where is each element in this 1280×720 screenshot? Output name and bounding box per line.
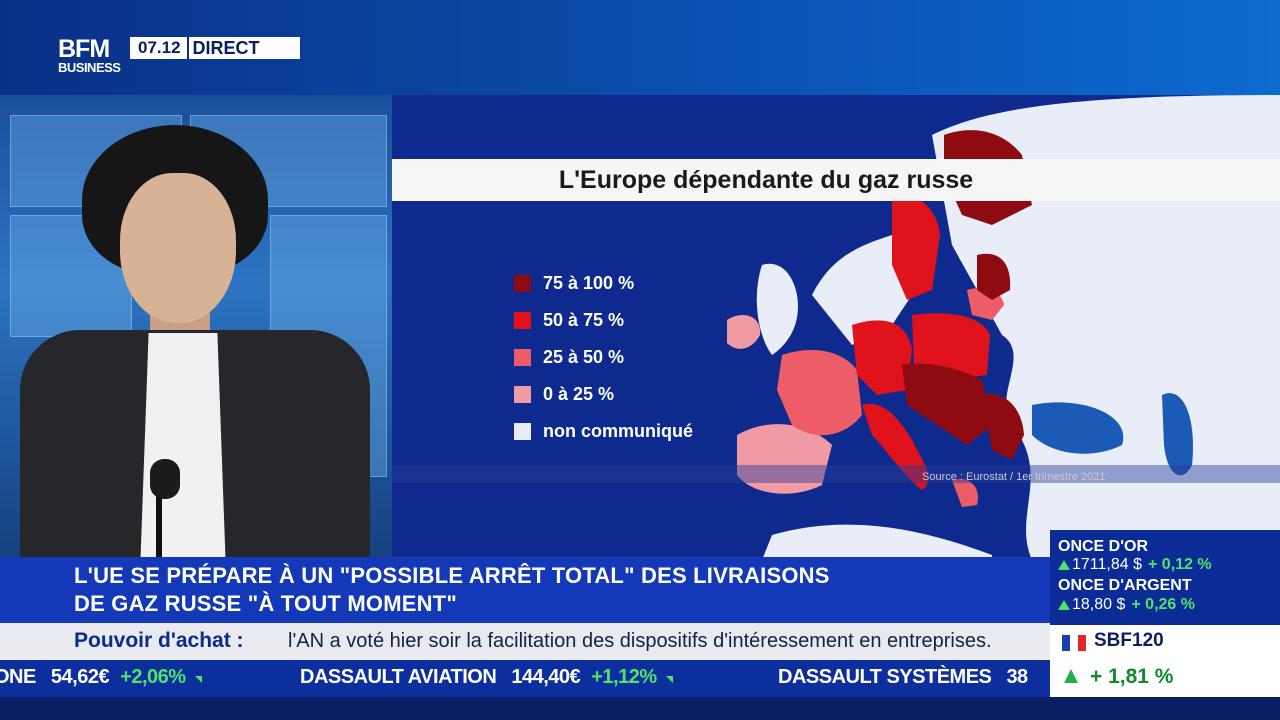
market-value: 1711,84 $ — [1072, 556, 1142, 573]
legend-swatch — [514, 386, 531, 403]
source-band — [392, 465, 1280, 483]
market-change: + 0,26 % — [1131, 596, 1195, 613]
logo-bfm: BFM — [58, 35, 110, 63]
stock-item: DASSAULT SYSTÈMES 38 — [778, 666, 1028, 689]
legend-item: non communiqué — [514, 413, 693, 450]
top-bar: BFM BUSINESS 07.12 DIRECT — [0, 0, 1280, 95]
index-up-icon — [1064, 669, 1078, 683]
flag-stripe — [1070, 635, 1078, 651]
market-name: ONCE D'OR — [1058, 538, 1149, 555]
north-africa-landmass — [762, 524, 992, 560]
market-value: 18,80 $ — [1072, 596, 1126, 613]
stock-change: +2,06% — [120, 666, 186, 688]
graphic-title: L'Europe dépendante du gaz russe — [392, 159, 1280, 201]
germany-region — [852, 320, 912, 395]
norway-landmass — [812, 235, 912, 345]
studio-camera-view — [0, 95, 392, 560]
index-box: SBF120 + 1,81 % — [1050, 625, 1280, 697]
stock-name: DASSAULT AVIATION — [300, 666, 497, 688]
index-change: + 1,81 % — [1090, 665, 1174, 688]
map-legend: 75 à 100 % 50 à 75 % 25 à 50 % 0 à 25 % … — [514, 265, 693, 450]
live-clock: 07.12 DIRECT — [130, 37, 300, 59]
france-region — [777, 350, 862, 436]
flag-stripe — [1062, 635, 1070, 651]
flag-stripe — [1078, 635, 1086, 651]
legend-label: non communiqué — [543, 421, 693, 441]
market-name: ONCE D'ARGENT — [1058, 577, 1192, 594]
market-up-icon — [1058, 560, 1070, 570]
microphone-stand — [156, 485, 162, 560]
italy-region — [862, 404, 929, 490]
legend-swatch — [514, 423, 531, 440]
ticker-topic: Pouvoir d'achat : — [74, 629, 244, 652]
stock-price: 54,62€ — [50, 666, 110, 688]
legend-swatch — [514, 312, 531, 329]
caspian-sea — [1162, 393, 1193, 476]
uk-landmass — [756, 263, 798, 355]
headline-line-2: DE GAZ RUSSE "À TOUT MOMENT" — [74, 591, 457, 616]
france-flag-icon — [1062, 635, 1086, 651]
stock-item: DASSAULT AVIATION 144,40€ +1,12% — [300, 666, 673, 689]
legend-item: 25 à 50 % — [514, 339, 693, 376]
stock-change: +1,12% — [591, 666, 657, 688]
index-name: SBF120 — [1094, 630, 1164, 651]
headline-banner: L'UE SE PRÉPARE À UN "POSSIBLE ARRÊT TOT… — [0, 557, 1050, 623]
legend-item: 75 à 100 % — [514, 265, 693, 302]
ticker-text: l'AN a voté hier soir la facilitation de… — [288, 630, 992, 652]
stock-name: DASSAULT SYSTÈMES — [778, 666, 992, 688]
markets-panel: ONCE D'OR 1711,84 $ + 0,12 % ONCE D'ARGEN… — [1050, 530, 1280, 697]
ireland-region — [727, 315, 761, 349]
guest-face — [120, 173, 236, 323]
stock-price: 38 — [1006, 666, 1028, 688]
stock-price: 144,40€ — [511, 666, 581, 688]
stock-trend-icon — [194, 676, 202, 683]
microphone-icon — [150, 459, 180, 499]
stock-crawl: ONE 54,62€ +2,06% DASSAULT AVIATION 144,… — [0, 660, 1050, 697]
map-source: Source : Eurostat / 1er trimestre 2021 — [922, 471, 1106, 483]
legend-label: 0 à 25 % — [543, 384, 615, 404]
legend-swatch — [514, 275, 531, 292]
clock-divider — [186, 37, 189, 59]
live-label: DIRECT — [188, 37, 260, 59]
greece-region — [952, 478, 978, 507]
guest-shirt — [140, 333, 226, 560]
news-ticker: Pouvoir d'achat : l'AN a voté hier soir … — [0, 623, 1050, 660]
bottom-strip — [0, 697, 1280, 720]
legend-label: 75 à 100 % — [543, 273, 635, 293]
iberia-region — [737, 424, 832, 494]
black-sea — [1032, 402, 1124, 454]
clock-time: 07.12 — [130, 38, 187, 58]
market-value-row: 18,80 $ + 0,26 % — [1072, 596, 1195, 614]
logo-business: BUSINESS — [58, 60, 121, 75]
stock-trend-icon — [665, 676, 673, 683]
legend-label: 50 à 75 % — [543, 310, 625, 330]
legend-item: 50 à 75 % — [514, 302, 693, 339]
headline-line-1: L'UE SE PRÉPARE À UN "POSSIBLE ARRÊT TOT… — [74, 563, 830, 588]
europe-gas-map-graphic: L'Europe dépendante du gaz russe 75 à 10… — [392, 95, 1280, 560]
market-value-row: 1711,84 $ + 0,12 % — [1072, 556, 1212, 574]
sweden-region — [892, 194, 940, 300]
stock-item: ONE 54,62€ +2,06% — [0, 666, 202, 689]
legend-swatch — [514, 349, 531, 366]
stock-name: ONE — [0, 666, 36, 688]
bfm-business-logo: BFM BUSINESS — [58, 36, 126, 80]
market-up-icon — [1058, 600, 1070, 610]
central-europe-region — [902, 363, 992, 445]
legend-label: 25 à 50 % — [543, 347, 625, 367]
legend-item: 0 à 25 % — [514, 376, 693, 413]
baltics-region — [977, 253, 1011, 300]
poland-region — [912, 313, 990, 380]
bulgaria-region — [982, 394, 1024, 460]
market-change: + 0,12 % — [1148, 556, 1212, 573]
